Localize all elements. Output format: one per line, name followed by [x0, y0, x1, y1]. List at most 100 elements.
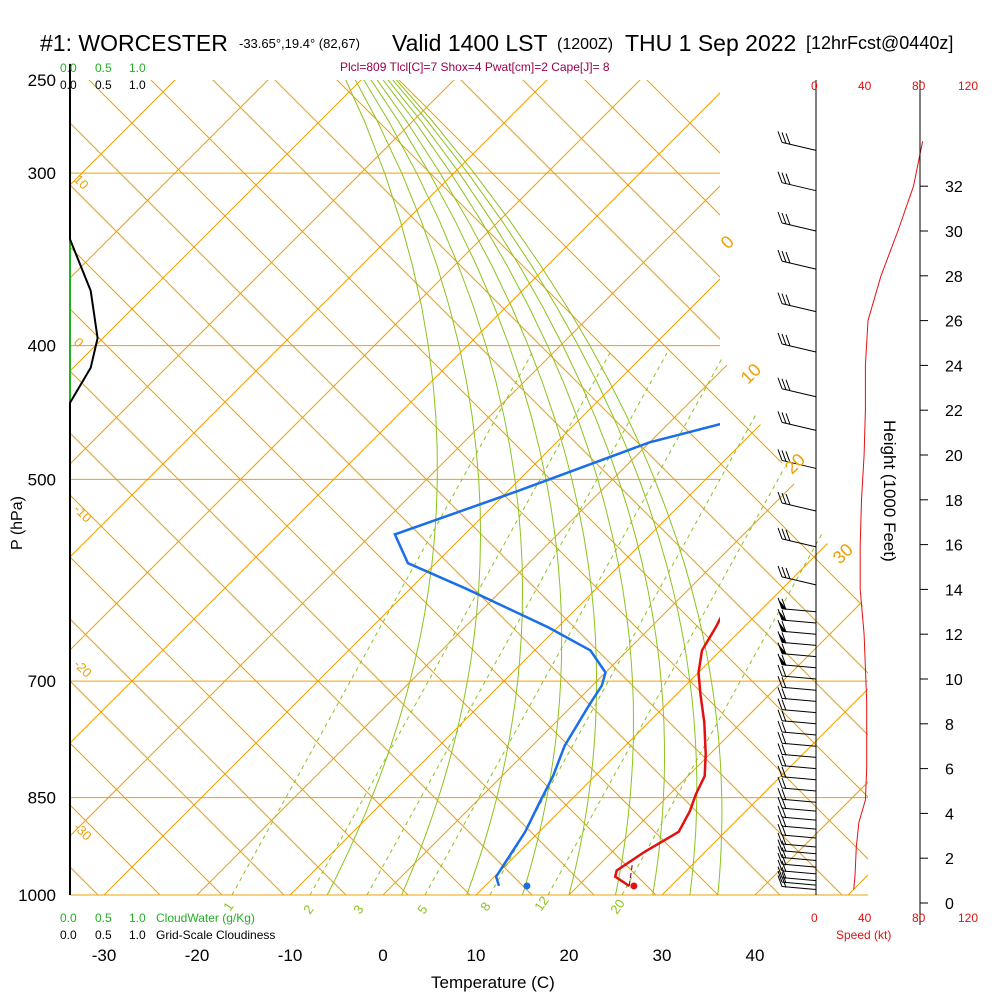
cloudiness-tick-top-2: 1.0 [129, 78, 146, 92]
wind-barb [777, 754, 817, 770]
cloudiness-tick-bottom-1: 0.5 [95, 928, 112, 942]
x-axis-label: Temperature (C) [431, 973, 555, 992]
dry-adiabat-line [333, 80, 868, 895]
cloudwater-tick-top-1: 0.5 [95, 61, 112, 75]
dry-adiabat-label: -20 [71, 657, 95, 681]
height-tick-label: 16 [945, 538, 963, 555]
moist-adiabat-line [353, 80, 524, 895]
y-axis-label: P (hPa) [9, 496, 26, 550]
cloudwater-label: CloudWater (g/Kg) [156, 911, 255, 925]
wind-barb [777, 332, 817, 353]
wind-barb [777, 249, 817, 270]
wind-barb [777, 859, 817, 875]
wind-barb [777, 698, 817, 714]
height-tick-label: 32 [945, 179, 963, 196]
height-tick-label: 6 [945, 762, 954, 779]
dry-adiabat-line [70, 80, 409, 895]
mixing-ratio-label: 12 [531, 893, 552, 913]
station-title: #1: WORCESTER [40, 30, 228, 56]
dry-adiabat-line [70, 80, 533, 895]
dry-adiabat-line [70, 80, 719, 895]
cloudwater-tick-top-0: 0.0 [60, 61, 77, 75]
speed-tick-top-0: 0 [811, 79, 818, 93]
pressure-tick-label: 400 [28, 337, 56, 356]
dry-adiabat-line [70, 80, 99, 895]
height-tick-label: 20 [945, 448, 963, 465]
wind-barb [777, 597, 817, 613]
pressure-tick-label: 1000 [18, 886, 56, 905]
dry-adiabat-line [85, 80, 868, 895]
height-tick-label: 12 [945, 627, 963, 644]
pressure-tick-label: 850 [28, 789, 56, 808]
isotherm-line [70, 80, 378, 895]
dry-adiabat-label: 0 [717, 232, 738, 253]
speed-tick-top-3: 120 [958, 79, 978, 93]
dry-adiabat-line [70, 80, 843, 895]
cloudwater-tick-bottom-0: 0.0 [60, 911, 77, 925]
moist-adiabat-line [365, 80, 598, 895]
wind-barb [777, 608, 817, 624]
dry-adiabat-line [271, 80, 868, 895]
height-tick-label: 26 [945, 314, 963, 331]
cloudwater-tick-bottom-2: 1.0 [129, 911, 146, 925]
wind-barb [777, 527, 817, 548]
height-tick-label: 0 [945, 896, 954, 913]
isotherm-line [475, 80, 868, 895]
wind-barb [777, 709, 817, 725]
moist-adiabat-line [370, 80, 635, 895]
temperature-tick-label: 10 [467, 946, 486, 965]
temperature-tick-label: 20 [560, 946, 579, 965]
dry-adiabat-line [70, 80, 347, 895]
temperature-tick-label: 40 [746, 946, 765, 965]
cloudiness-tick-bottom-0: 0.0 [60, 928, 77, 942]
isotherm-line [847, 80, 868, 895]
temperature-tick-label: -20 [185, 946, 210, 965]
dry-adiabat-line [70, 80, 161, 895]
height-tick-label: 4 [945, 806, 954, 823]
moist-adiabat-line [378, 80, 698, 895]
temperature-tick-label: 0 [378, 946, 387, 965]
pressure-tick-label: 500 [28, 470, 56, 489]
moist-adiabat-line [359, 80, 563, 895]
wind-barb [777, 411, 817, 431]
wind-barb [777, 796, 817, 812]
mixing-ratio-label: 20 [607, 896, 628, 916]
station-coords: -33.65°,19.4° (82,67) [239, 36, 360, 51]
speed-tick-top-1: 40 [858, 79, 872, 93]
dry-adiabat-label: 20 [781, 450, 809, 478]
wind-barb [777, 732, 817, 747]
moist-adiabat-line [346, 80, 482, 895]
isotherm-line [754, 80, 868, 895]
height-tick-label: 22 [945, 403, 963, 420]
mixing-ratio-line [366, 352, 668, 895]
pressure-tick-label: 700 [28, 672, 56, 691]
wind-barb [777, 449, 817, 469]
wind-barb [777, 805, 817, 821]
mixing-ratio-label: 3 [350, 902, 366, 917]
wind-barb [777, 852, 817, 868]
moist-adiabat-line [374, 80, 666, 895]
mixing-ratio-line [309, 352, 611, 895]
cloudiness-profile [69, 63, 99, 895]
moist-adiabat-line [326, 80, 438, 895]
sounding-indices: Plcl=809 Tlcl[C]=7 Shox=4 Pwat[cm]=2 Cap… [340, 60, 610, 74]
pressure-tick-label: 300 [28, 164, 56, 183]
speed-tick-top-2: 80 [912, 79, 926, 93]
height-tick-label: 24 [945, 358, 963, 375]
temperature-tick-label: -10 [278, 946, 303, 965]
surface-dewpoint-point [523, 882, 531, 890]
surface-temperature-point [630, 882, 638, 890]
wind-barb [777, 565, 817, 586]
forecast-info: [12hrFcst@0440z] [806, 33, 953, 53]
dry-adiabat-line [0, 15, 36, 895]
cloudwater-tick-top-2: 1.0 [129, 61, 146, 75]
wind-barb [777, 676, 817, 691]
pressure-tick-label: 250 [28, 71, 56, 90]
dry-adiabat-line [70, 80, 223, 895]
temperature-tick-label: -30 [92, 946, 117, 965]
dry-adiabat-label: 10 [737, 360, 765, 388]
dry-adiabat-line [209, 80, 868, 895]
mixing-ratio-label: 5 [414, 902, 430, 917]
cloudiness-tick-top-1: 0.5 [95, 78, 112, 92]
wind-barb [777, 620, 817, 635]
